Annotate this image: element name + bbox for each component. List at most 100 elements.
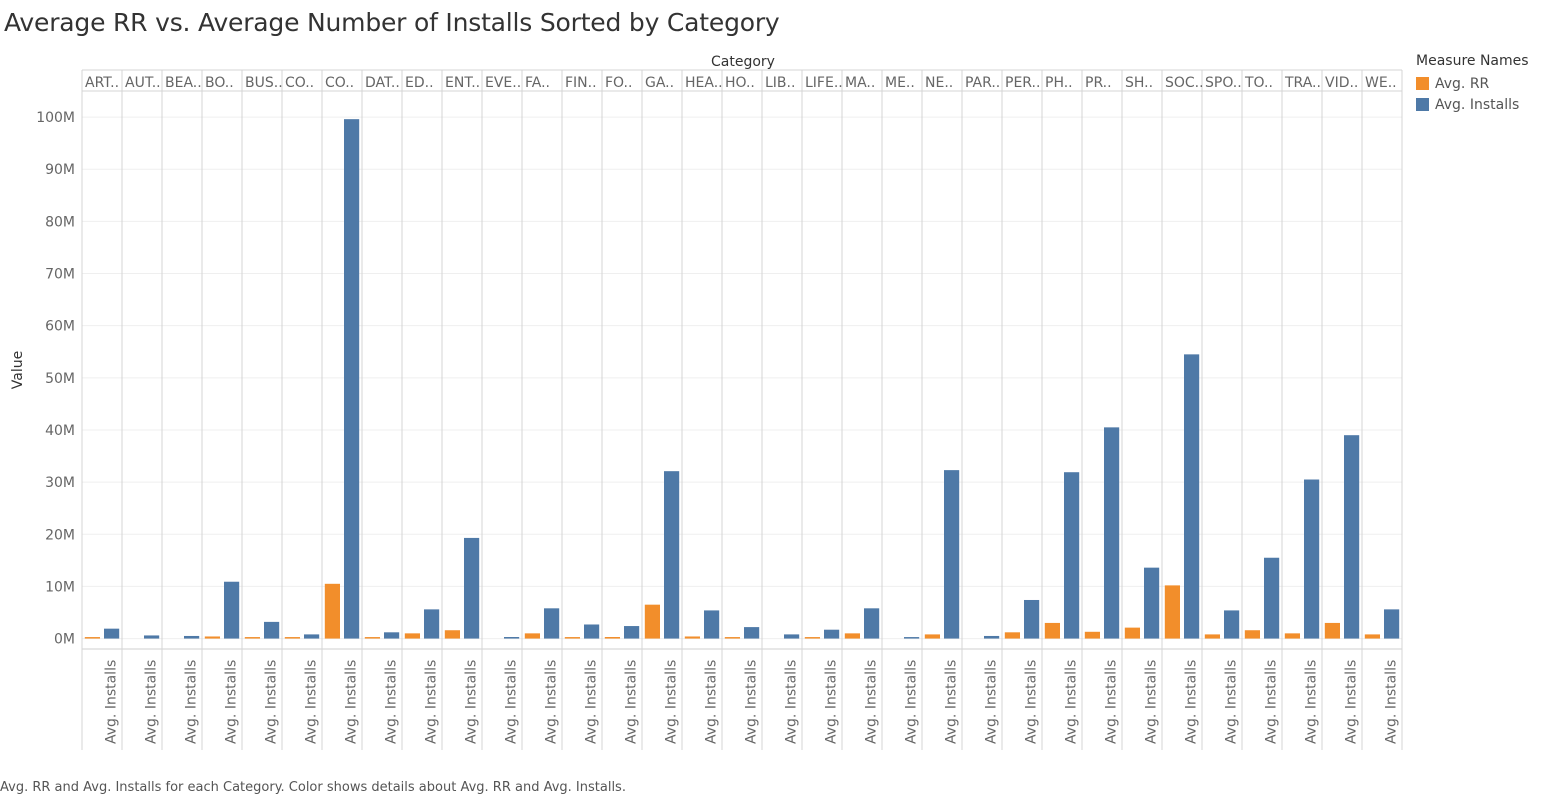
category-header-label: SPO.. — [1205, 75, 1242, 91]
bar-avg-installs[interactable] — [184, 635, 200, 639]
bar-avg-installs[interactable] — [1264, 557, 1280, 639]
category-header-label: FIN.. — [565, 75, 597, 91]
category-header-label: MA.. — [845, 75, 875, 91]
bar-avg-installs[interactable] — [664, 471, 680, 639]
bar-avg-installs[interactable] — [824, 629, 840, 639]
legend-swatch-avg-installs — [1416, 98, 1429, 111]
bar-avg-installs[interactable] — [1224, 610, 1240, 639]
bar-avg-rr[interactable] — [924, 634, 940, 639]
bar-avg-installs[interactable] — [1344, 435, 1360, 639]
bar-avg-installs[interactable] — [1104, 427, 1120, 639]
y-tick-label: 40M — [45, 423, 75, 439]
bar-avg-rr[interactable] — [844, 633, 860, 639]
bar-avg-rr[interactable] — [1124, 627, 1140, 639]
bar-avg-rr[interactable] — [1004, 632, 1020, 639]
bar-avg-installs[interactable] — [224, 581, 240, 639]
bar-avg-rr[interactable] — [564, 637, 580, 639]
bar-avg-rr[interactable] — [204, 636, 220, 639]
bar-avg-rr[interactable] — [84, 637, 100, 639]
bar-avg-installs[interactable] — [504, 637, 520, 639]
bar-avg-rr[interactable] — [1204, 634, 1220, 639]
x-tick-label: Avg. Installs — [944, 660, 960, 744]
legend-label-avg-rr: Avg. RR — [1435, 75, 1490, 92]
x-tick-label: Avg. Installs — [1384, 660, 1400, 744]
bar-avg-rr[interactable] — [244, 637, 260, 639]
bar-avg-installs[interactable] — [624, 626, 640, 639]
x-tick-label: Avg. Installs — [144, 660, 160, 744]
x-tick-label: Avg. Installs — [584, 660, 600, 744]
category-header-label: CO.. — [285, 75, 314, 91]
panel-frames — [81, 69, 1403, 750]
bar-avg-installs[interactable] — [264, 621, 280, 639]
x-tick-label: Avg. Installs — [664, 660, 680, 744]
bar-avg-rr[interactable] — [684, 636, 700, 639]
category-header-label: SOC.. — [1165, 75, 1204, 91]
x-tick-label: Avg. Installs — [704, 660, 720, 744]
bar-avg-installs[interactable] — [784, 634, 800, 639]
bar-avg-rr[interactable] — [1164, 585, 1180, 639]
bar-avg-installs[interactable] — [344, 119, 360, 639]
category-header-label: PER.. — [1005, 75, 1040, 91]
bar-avg-rr[interactable] — [364, 637, 380, 639]
bar-avg-rr[interactable] — [604, 637, 620, 639]
category-header-label: FO.. — [605, 75, 632, 91]
bar-avg-installs[interactable] — [144, 635, 160, 639]
bar-avg-installs[interactable] — [744, 627, 760, 639]
bar-avg-rr[interactable] — [1044, 622, 1060, 639]
x-tick-label: Avg. Installs — [984, 660, 1000, 744]
bar-avg-installs[interactable] — [1304, 479, 1320, 639]
bar-avg-installs[interactable] — [904, 637, 920, 639]
y-axis: 0M 10M 20M 30M 40M 50M 60M 70M 80M 90M 100M Value — [10, 110, 75, 647]
bar-avg-rr[interactable] — [1244, 630, 1260, 639]
bar-avg-rr[interactable] — [444, 630, 460, 639]
bars[interactable] — [84, 119, 1400, 639]
x-axis-title: Category — [711, 54, 775, 70]
bar-avg-installs[interactable] — [1384, 609, 1400, 639]
category-header-label: HEA.. — [685, 75, 723, 91]
bar-avg-installs[interactable] — [464, 537, 480, 639]
category-header-label: ME.. — [885, 75, 915, 91]
bar-avg-rr[interactable] — [1324, 622, 1340, 639]
bar-avg-rr[interactable] — [1084, 631, 1100, 639]
x-tick-label: Avg. Installs — [784, 660, 800, 744]
bar-avg-installs[interactable] — [944, 470, 960, 639]
y-tick-label: 50M — [45, 371, 75, 387]
x-tick-label: Avg. Installs — [1264, 660, 1280, 744]
bar-avg-installs[interactable] — [1184, 354, 1200, 639]
bar-avg-installs[interactable] — [704, 610, 720, 639]
category-header-label: PH.. — [1045, 75, 1073, 91]
category-header-label: TO.. — [1244, 75, 1273, 91]
category-header-label: DAT.. — [365, 75, 400, 91]
legend-item-avg-installs[interactable]: Avg. Installs — [1416, 94, 1529, 115]
bar-avg-rr[interactable] — [644, 604, 660, 639]
bar-avg-installs[interactable] — [304, 634, 320, 639]
x-tick-label: Avg. Installs — [544, 660, 560, 744]
bar-avg-installs[interactable] — [1144, 567, 1160, 639]
x-tick-label: Avg. Installs — [624, 660, 640, 744]
bar-avg-installs[interactable] — [1024, 599, 1040, 639]
bar-avg-installs[interactable] — [864, 608, 880, 639]
y-tick-label: 90M — [45, 162, 75, 178]
bar-avg-rr[interactable] — [804, 637, 820, 639]
bar-avg-rr[interactable] — [1284, 633, 1300, 639]
bar-avg-installs[interactable] — [424, 609, 440, 639]
bar-avg-rr[interactable] — [284, 637, 300, 639]
bar-avg-installs[interactable] — [544, 608, 560, 639]
category-header-label: SH.. — [1125, 75, 1153, 91]
bar-avg-rr[interactable] — [324, 583, 340, 639]
x-tick-label: Avg. Installs — [504, 660, 520, 744]
bar-avg-rr[interactable] — [404, 633, 420, 639]
bar-avg-installs[interactable] — [984, 635, 1000, 639]
x-tick-label: Avg. Installs — [864, 660, 880, 744]
bar-avg-rr[interactable] — [724, 637, 740, 639]
x-tick-label: Avg. Installs — [1344, 660, 1360, 744]
bar-avg-installs[interactable] — [104, 628, 120, 639]
x-tick-label: Avg. Installs — [224, 660, 240, 744]
bar-avg-installs[interactable] — [384, 632, 400, 639]
x-tick-label: Avg. Installs — [1184, 660, 1200, 744]
legend-item-avg-rr[interactable]: Avg. RR — [1416, 73, 1529, 94]
bar-avg-installs[interactable] — [1064, 472, 1080, 639]
bar-avg-rr[interactable] — [524, 633, 540, 639]
bar-avg-installs[interactable] — [584, 624, 600, 639]
bar-avg-rr[interactable] — [1364, 634, 1380, 639]
